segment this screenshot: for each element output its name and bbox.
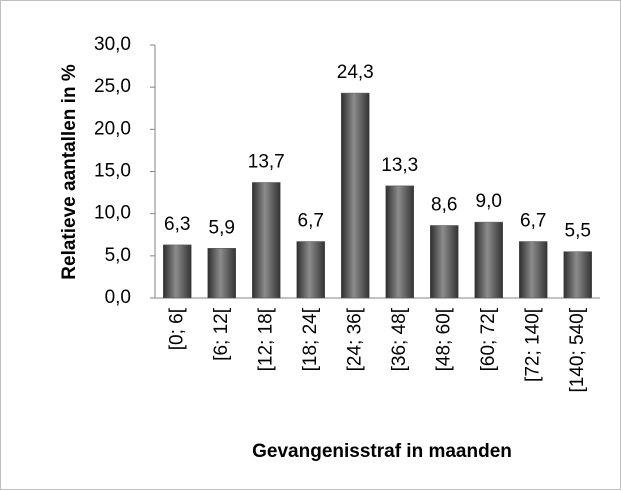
y-tick-label: 0,0 (105, 287, 131, 308)
y-tick-label: 15,0 (94, 161, 131, 182)
value-label: 8,6 (431, 194, 457, 215)
bar (341, 92, 370, 299)
bar (163, 244, 192, 299)
value-label: 5,9 (209, 217, 235, 238)
x-tick-label: [60; 72[ (478, 307, 499, 371)
value-label: 6,3 (164, 214, 190, 235)
value-label: 5,5 (565, 221, 591, 242)
y-axis-title: Relatieve aantallen in % (59, 64, 80, 280)
x-tick-label: [18; 24[ (300, 307, 321, 371)
y-tick-label: 30,0 (94, 34, 131, 55)
y-tick-label: 25,0 (94, 76, 131, 97)
y-tick-label: 10,0 (94, 203, 131, 224)
x-tick-label: [140; 540[ (567, 307, 588, 392)
x-tick-label: [72; 140[ (522, 307, 543, 382)
value-label: 9,0 (476, 191, 502, 212)
value-label: 6,7 (298, 211, 324, 232)
x-tick-label: [24; 36[ (344, 307, 365, 371)
bar (252, 182, 281, 299)
value-label: 6,7 (520, 211, 546, 232)
bar (430, 225, 459, 299)
bar (385, 185, 414, 299)
y-tick-label: 5,0 (105, 245, 131, 266)
x-tick-label: [48; 60[ (433, 307, 454, 371)
bar (207, 247, 236, 299)
value-label: 13,3 (381, 155, 418, 176)
x-tick-label: [6; 12[ (211, 307, 232, 361)
x-tick-label: [36; 48[ (389, 307, 410, 371)
bar (474, 221, 503, 299)
bar (296, 241, 325, 299)
value-label: 13,7 (248, 151, 285, 172)
x-tick-label: [12; 18[ (255, 307, 276, 371)
bar (563, 251, 592, 299)
x-tick-label: [0; 6[ (166, 307, 187, 350)
y-tick-label: 20,0 (94, 118, 131, 139)
x-axis-title: Gevangenisstraf in maanden (252, 441, 512, 462)
bar (519, 241, 548, 299)
value-label: 24,3 (337, 62, 374, 83)
